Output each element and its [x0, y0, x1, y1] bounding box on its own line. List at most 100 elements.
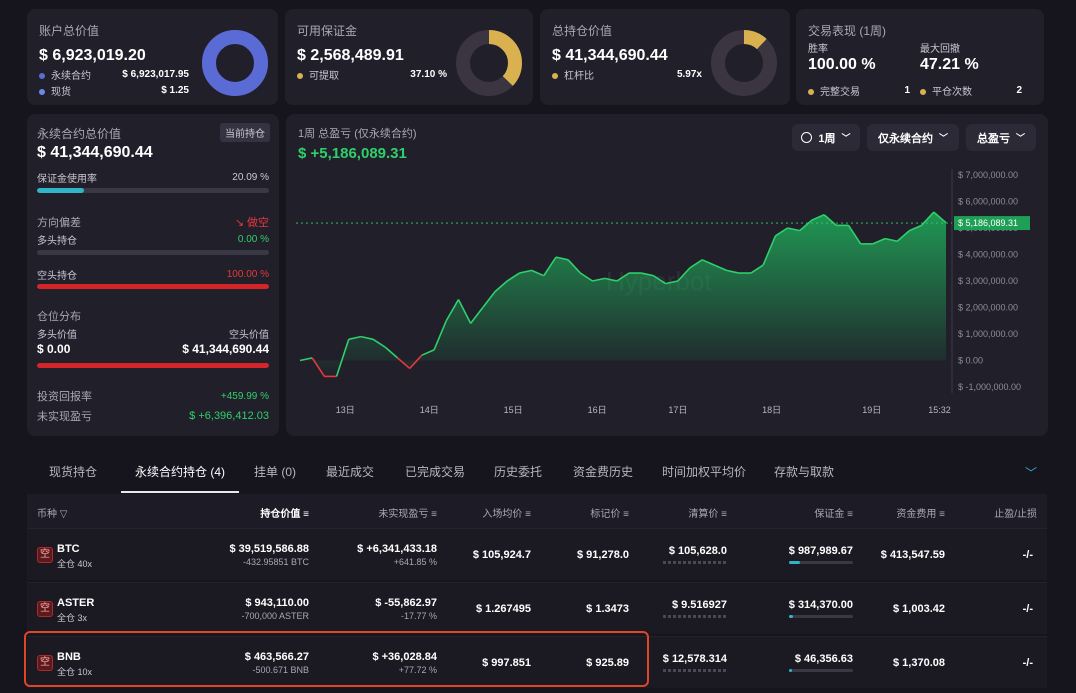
legend-dot-icon [39, 73, 45, 80]
pnl-line-segment [409, 354, 423, 369]
available-margin-value: $ 2,568,489.91 [297, 47, 404, 64]
pnl-line-segment [799, 219, 813, 232]
margin-value: $ 314,370.00 [788, 599, 853, 611]
tab-spot-positions[interactable]: 现货持仓 (2) [48, 465, 97, 513]
table-row[interactable]: 空 BTC 全仓 40x $ 39,519,586.88 -432.95851 BTC $… [27, 528, 1047, 580]
pnl-line-segment [653, 275, 667, 285]
mark-price: $ 91,278.0 [577, 549, 629, 561]
position-value: $ 943,110.00 [245, 597, 309, 609]
pnl-chart-value: $ +5,186,089.31 [298, 145, 407, 162]
legend-close-count: 平仓次数 2 [920, 83, 1022, 98]
margin-usage-bar [37, 188, 269, 193]
x-tick-label: 15日 [504, 405, 523, 415]
tab-twap[interactable]: 时间加权平均价 [662, 465, 747, 479]
sort-icon: ≡ [939, 509, 945, 520]
total-position-value: $ 41,344,690.44 [552, 47, 668, 64]
perp-total-value: $ 41,344,690.44 [37, 144, 153, 161]
pnl-line-segment [896, 230, 910, 242]
pnl-line-segment [335, 339, 350, 377]
pnl-line-segment [933, 211, 947, 224]
legend-leverage: 杠杆比 5.97x [552, 67, 702, 82]
tpsl-value[interactable]: -/- [1022, 549, 1033, 561]
pnl-line-segment [457, 299, 472, 324]
margin-cell: $ 987,989.67 [788, 545, 853, 564]
card-title: 总持仓价值 [552, 24, 613, 38]
coin-cell: ASTER 全仓 3x [57, 597, 94, 624]
col-funding[interactable]: 资金费用 ≡ [896, 509, 945, 520]
tab-deposits-withdrawals[interactable]: 存款与取款 [774, 465, 835, 479]
col-coin[interactable]: 币种 ▽ [37, 509, 68, 520]
col-unrealized-pnl[interactable]: 未实现盈亏 ≡ [378, 509, 437, 520]
scope-select[interactable]: 仅永续合约 ﹀ [867, 124, 959, 151]
tab-recent-fills[interactable]: 最近成交 [326, 465, 375, 479]
upnl-cell: $ +36,028.84 +77.72 % [372, 651, 437, 675]
perp-title: 永续合约总价值 [37, 127, 122, 141]
pnl-line-segment [506, 272, 520, 282]
margin-donut-chart [456, 30, 522, 96]
x-tick-label: 14日 [420, 405, 439, 415]
chevron-down-icon[interactable]: ﹀ [1025, 466, 1038, 480]
coin-cell: BTC 全仓 40x [57, 543, 92, 570]
col-position-value[interactable]: 持仓价值 ≡ [260, 509, 309, 520]
pnl-line-segment [567, 259, 581, 274]
x-tick-label: 15:32 [928, 405, 951, 415]
x-tick-label: 18日 [762, 405, 781, 415]
tab-open-orders[interactable]: 挂单 (0) [253, 465, 296, 479]
pnl-line-segment [604, 277, 618, 282]
drawdown-value: 47.21 % [920, 56, 979, 73]
table-header: 币种 ▽ 持仓价值 ≡ 未实现盈亏 ≡ 入场均价 ≡ 标记价 ≡ 清算价 ≡ 保… [27, 494, 1047, 528]
account-value-card: 账户总价值 $ 6,923,019.20 永续合约 $ 6,923,017.95… [27, 9, 278, 105]
tab-perp-positions[interactable]: 永续合约持仓 (4) [121, 455, 239, 493]
table-row[interactable]: 空 ASTER 全仓 3x $ 943,110.00 -700,000 ASTER $ -… [27, 582, 1047, 634]
clock-icon [801, 132, 813, 143]
pnl-line-segment [616, 272, 630, 282]
col-margin[interactable]: 保证金 ≡ [814, 509, 853, 520]
col-liq-price[interactable]: 清算价 ≡ [688, 509, 727, 520]
pnl-line-segment [665, 280, 679, 285]
entry-price: $ 105,924.7 [472, 549, 531, 561]
sort-icon: ≡ [525, 509, 531, 520]
filter-icon[interactable]: ▽ [59, 509, 68, 520]
tab-order-history[interactable]: 历史委托 [494, 465, 543, 479]
long-bar [37, 250, 269, 255]
leverage: 全仓 10x [57, 667, 93, 677]
legend-perp: 永续合约 $ 6,923,017.95 [39, 67, 189, 82]
upnl-percent: +77.72 % [398, 665, 437, 675]
pnl-line-segment [396, 357, 411, 370]
metric-select[interactable]: 总盈亏 ﹀ [966, 124, 1036, 151]
upnl-percent: -17.77 % [400, 611, 437, 621]
legend-completed-trades: 完整交易 1 [808, 83, 910, 98]
pnl-line-segment [519, 269, 532, 274]
col-mark-price[interactable]: 标记价 ≡ [590, 509, 629, 520]
position-value: $ 463,566.27 [244, 651, 309, 663]
trend-down-icon: ↘ [234, 217, 244, 229]
col-entry-price[interactable]: 入场均价 ≡ [482, 509, 531, 520]
direction-row: 方向偏差 ↘ 做空 [37, 217, 269, 229]
pnl-line-segment [543, 256, 557, 277]
pnl-line-segment [555, 256, 569, 261]
funding-value: $ 1,370.08 [893, 657, 945, 669]
tpsl-value[interactable]: -/- [1022, 657, 1033, 669]
legend-dot-icon [808, 89, 814, 96]
legend-dot-icon [552, 73, 558, 80]
upnl-value: $ +36,028.84 [372, 651, 437, 663]
pnl-line-segment [811, 214, 825, 221]
sort-icon: ≡ [721, 509, 727, 520]
pnl-line-segment [726, 269, 739, 274]
pnl-line-segment [689, 259, 703, 269]
tpsl-value[interactable]: -/- [1022, 603, 1033, 615]
pnl-line-segment [872, 237, 886, 245]
legend-dot-icon [297, 73, 303, 80]
upnl-percent: +641.85 % [393, 557, 437, 567]
mark-price: $ 925.89 [586, 657, 629, 669]
margin-bar [789, 669, 853, 672]
long-row: 多头持仓 0.00 % [37, 234, 269, 247]
margin-value: $ 46,356.63 [794, 653, 853, 665]
pnl-line-segment [348, 335, 362, 341]
period-select[interactable]: 1周 ﹀ [792, 124, 860, 151]
tab-funding-history[interactable]: 资金费历史 [573, 465, 634, 479]
current-position-badge: 当前持仓 [220, 123, 270, 142]
table-row[interactable]: 空 BNB 全仓 10x $ 463,566.27 -500.671 BNB $ +36,… [27, 636, 1047, 688]
y-tick-label: $ 6,000,000.00 [958, 197, 1018, 207]
tab-completed-trades[interactable]: 已完成交易 [405, 465, 466, 479]
